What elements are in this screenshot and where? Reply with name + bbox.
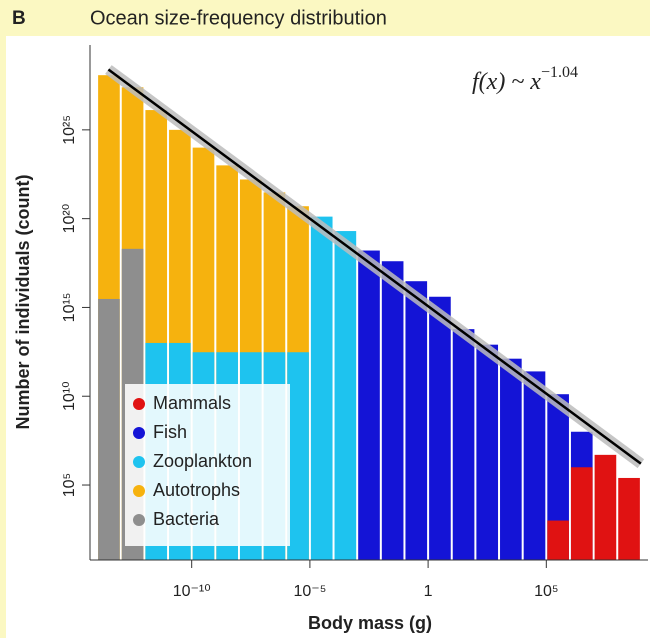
y-axis-label: Number of individuals (count) [13, 174, 33, 429]
bar [570, 467, 593, 560]
y-tick-label: 10⁵ [61, 473, 78, 497]
chart-title: Ocean size-frequency distribution [90, 7, 387, 29]
bar [334, 231, 357, 561]
legend-marker [133, 427, 145, 439]
legend-label: Autotrophs [153, 480, 240, 500]
legend-box [125, 384, 290, 546]
legend-label: Mammals [153, 393, 231, 413]
y-tick-label: 10¹⁰ [61, 381, 78, 411]
bar [523, 371, 546, 560]
bar [452, 329, 475, 560]
x-axis-label: Body mass (g) [308, 613, 432, 633]
bar [594, 454, 617, 560]
bar [358, 250, 380, 561]
legend-label: Fish [153, 422, 187, 442]
bar [98, 298, 120, 560]
bar [547, 394, 569, 560]
trend-line [107, 68, 642, 465]
bar [405, 281, 428, 560]
bar [381, 261, 404, 560]
y-tick-label: 10²⁵ [61, 115, 78, 145]
legend-marker [133, 514, 145, 526]
y-tick-label: 10²⁰ [61, 204, 78, 234]
bar [310, 216, 333, 561]
bar [476, 344, 499, 560]
annotation: f(x) ~ x−1.04 [472, 64, 578, 95]
annotation-exponent: −1.04 [541, 64, 578, 81]
x-tick-label: 10⁻¹⁰ [173, 583, 211, 600]
x-tick-label: 10⁻⁵ [293, 583, 326, 600]
bar [618, 477, 640, 560]
y-tick-label: 10¹⁵ [61, 293, 78, 323]
legend-label: Zooplankton [153, 451, 252, 471]
bar [547, 520, 569, 560]
legend-marker [133, 456, 145, 468]
bar [287, 352, 309, 560]
panel-label: B [12, 8, 26, 29]
bar [429, 296, 451, 560]
x-tick-label: 10⁵ [534, 583, 558, 600]
legend-marker [133, 398, 145, 410]
annotation-text: f(x) ~ x [472, 69, 541, 95]
x-tick-label: 1 [424, 583, 433, 600]
bar [500, 358, 522, 560]
legend-marker [133, 485, 145, 497]
legend-label: Bacteria [153, 509, 220, 529]
